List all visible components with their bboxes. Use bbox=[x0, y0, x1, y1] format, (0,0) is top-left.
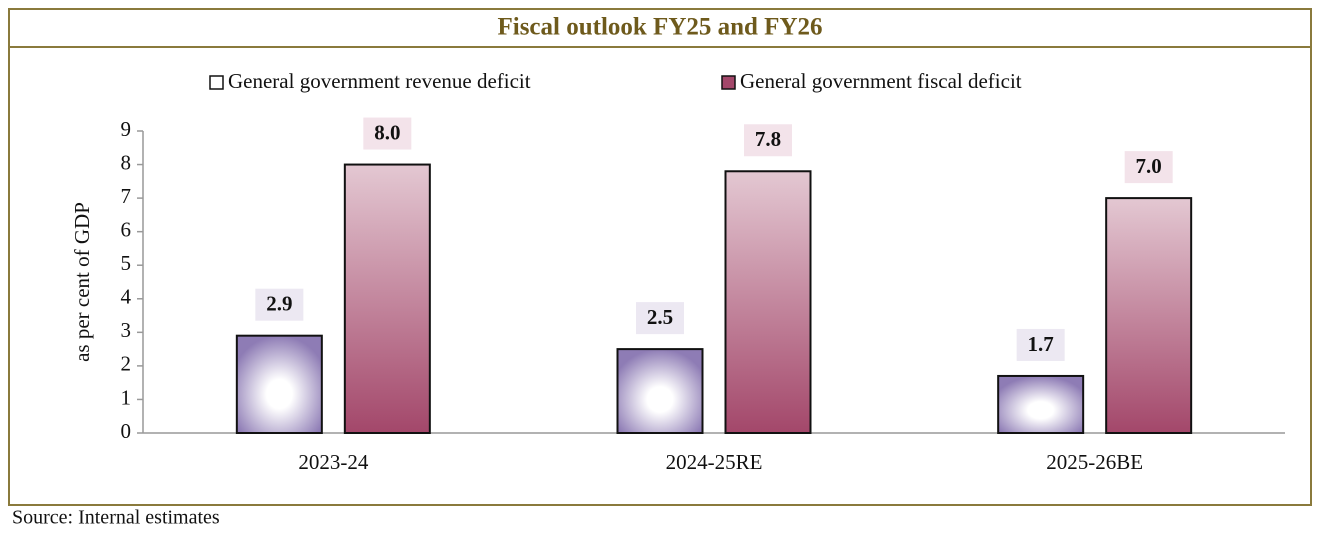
chart-title: Fiscal outlook FY25 and FY26 bbox=[497, 14, 822, 41]
value-label-bg bbox=[1124, 151, 1173, 184]
y-tick-label: 9 bbox=[121, 117, 132, 141]
value-label: 7.8 bbox=[755, 127, 781, 151]
value-label: 2.9 bbox=[266, 292, 292, 316]
y-tick-label: 7 bbox=[121, 184, 132, 208]
value-label: 8.0 bbox=[374, 120, 400, 144]
legend-label: General government fiscal deficit bbox=[740, 69, 1022, 93]
value-label: 7.0 bbox=[1136, 154, 1162, 178]
value-label: 2.5 bbox=[647, 305, 673, 329]
value-label-bg bbox=[744, 124, 792, 157]
bar bbox=[235, 334, 323, 435]
x-tick-label: 2024-25RE bbox=[666, 450, 763, 474]
y-tick-label: 8 bbox=[121, 150, 132, 174]
x-tick-label: 2025-26BE bbox=[1046, 450, 1143, 474]
bar bbox=[724, 170, 812, 434]
value-label: 1.7 bbox=[1028, 332, 1054, 356]
y-tick-label: 4 bbox=[121, 285, 132, 309]
frame bbox=[8, 8, 1312, 506]
bar bbox=[1105, 197, 1193, 434]
bar bbox=[616, 348, 704, 434]
bar bbox=[997, 374, 1085, 435]
y-tick-label: 0 bbox=[121, 419, 132, 443]
bar bbox=[343, 163, 431, 435]
value-label-bg bbox=[363, 117, 412, 150]
source: Source: Internal estimates bbox=[12, 507, 220, 529]
y-tick-label: 1 bbox=[121, 385, 132, 409]
legend-label: General government revenue deficit bbox=[228, 69, 531, 93]
value-label-bg bbox=[1016, 328, 1065, 361]
y-tick-label: 5 bbox=[121, 251, 132, 275]
y-tick-label: 2 bbox=[121, 352, 132, 376]
value-label-bg bbox=[255, 288, 304, 321]
y-tick-label: 3 bbox=[121, 318, 132, 342]
legend-swatch bbox=[209, 75, 224, 90]
y-axis-label: as per cent of GDP bbox=[70, 202, 94, 362]
x-tick-label: 2023-24 bbox=[298, 450, 368, 474]
legend-swatch bbox=[721, 75, 736, 90]
y-tick-label: 6 bbox=[121, 217, 132, 241]
value-label-bg bbox=[636, 302, 684, 335]
